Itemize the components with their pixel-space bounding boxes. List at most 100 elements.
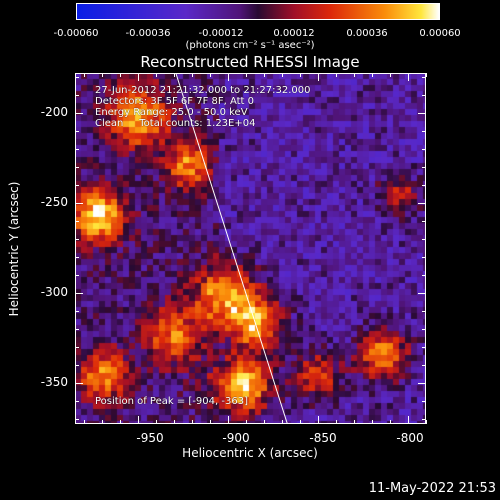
x-tick-mark xyxy=(264,73,265,77)
x-tick-mark xyxy=(300,73,301,77)
y-tick-mark xyxy=(422,131,426,132)
x-tick-mark xyxy=(210,420,211,424)
colorbar-tick-label: -0.00060 xyxy=(53,28,99,39)
y-tick-mark xyxy=(75,311,79,312)
y-tick-mark xyxy=(422,401,426,402)
heatmap-image xyxy=(75,73,426,424)
y-tick-mark xyxy=(422,311,426,312)
x-tick-mark xyxy=(318,416,319,424)
y-tick-label: -350 xyxy=(40,375,68,389)
y-tick-mark xyxy=(418,203,426,204)
y-tick-mark xyxy=(418,113,426,114)
y-tick-mark xyxy=(75,95,79,96)
x-tick-mark xyxy=(372,420,373,424)
x-tick-mark xyxy=(246,420,247,424)
x-tick-mark xyxy=(336,420,337,424)
y-tick-mark xyxy=(422,347,426,348)
y-tick-mark xyxy=(75,221,79,222)
y-tick-mark xyxy=(75,275,79,276)
y-tick-mark xyxy=(422,95,426,96)
x-tick-label: -850 xyxy=(309,431,337,445)
y-tick-mark xyxy=(75,131,79,132)
y-tick-mark xyxy=(75,365,79,366)
x-tick-label: -900 xyxy=(222,431,250,445)
x-tick-mark xyxy=(318,73,319,81)
y-tick-mark xyxy=(75,239,79,240)
y-tick-mark xyxy=(75,149,79,150)
time-range-text: 27-Jun-2012 21:21:32.000 to 21:27:32.000 xyxy=(95,85,311,96)
x-tick-mark xyxy=(156,73,157,77)
y-tick-label: -200 xyxy=(40,105,68,119)
x-tick-mark xyxy=(246,73,247,77)
x-tick-mark xyxy=(174,420,175,424)
colorbar-tick-label: 0.00036 xyxy=(346,28,388,39)
x-tick-mark xyxy=(210,73,211,77)
x-tick-mark xyxy=(354,420,355,424)
x-tick-mark xyxy=(192,420,193,424)
colorbar-units: (photons cm⁻² s⁻¹ asec⁻²) xyxy=(185,40,315,51)
x-tick-mark xyxy=(138,416,139,424)
y-tick-mark xyxy=(75,185,79,186)
y-tick-mark xyxy=(75,203,83,204)
x-tick-label: -800 xyxy=(396,431,424,445)
colorbar-tick-label: 0.00012 xyxy=(273,28,315,39)
y-tick-mark xyxy=(75,401,79,402)
peak-position-text: Position of Peak = [-904, -363] xyxy=(95,396,248,407)
y-tick-mark xyxy=(422,365,426,366)
colorbar-tick-label: 0.00060 xyxy=(419,28,461,39)
x-tick-mark xyxy=(264,420,265,424)
y-tick-mark xyxy=(422,257,426,258)
y-tick-mark xyxy=(75,167,79,168)
y-tick-mark xyxy=(75,347,79,348)
x-tick-mark xyxy=(300,420,301,424)
x-tick-mark xyxy=(408,73,409,81)
y-tick-mark xyxy=(422,149,426,150)
y-tick-mark xyxy=(422,167,426,168)
x-tick-mark xyxy=(102,420,103,424)
x-tick-mark xyxy=(426,420,427,424)
generation-timestamp: 11-May-2022 21:53 xyxy=(368,481,496,496)
x-tick-mark xyxy=(120,73,121,77)
x-tick-mark xyxy=(228,416,229,424)
x-tick-mark xyxy=(282,73,283,77)
y-tick-mark xyxy=(75,329,79,330)
x-tick-mark xyxy=(228,73,229,81)
x-tick-mark xyxy=(426,73,427,77)
colorbar-tick-label: -0.00036 xyxy=(125,28,171,39)
limb-line-overlay xyxy=(175,73,288,424)
colorbar xyxy=(76,3,440,20)
x-tick-mark xyxy=(120,420,121,424)
x-tick-label: -950 xyxy=(136,431,164,445)
detectors-text: Detectors: 3F 5F 6F 7F 8F, Att 0 xyxy=(95,96,255,107)
x-tick-mark xyxy=(408,416,409,424)
x-tick-mark xyxy=(156,420,157,424)
y-tick-mark xyxy=(422,329,426,330)
y-tick-mark xyxy=(75,257,79,258)
y-tick-mark xyxy=(75,419,79,420)
x-tick-mark xyxy=(390,73,391,77)
x-tick-mark xyxy=(138,73,139,81)
x-tick-mark xyxy=(354,73,355,77)
y-tick-label: -300 xyxy=(40,285,68,299)
colorbar-tick-label: -0.00012 xyxy=(198,28,244,39)
x-tick-mark xyxy=(174,73,175,77)
x-tick-mark xyxy=(102,73,103,77)
image-plot-area: 27-Jun-2012 21:21:32.000 to 21:27:32.000… xyxy=(75,73,426,424)
x-tick-mark xyxy=(282,420,283,424)
x-tick-mark xyxy=(336,73,337,77)
y-tick-mark xyxy=(75,113,83,114)
y-tick-mark xyxy=(418,293,426,294)
x-tick-mark xyxy=(84,73,85,77)
energy-range-text: Energy Range: 25.0 - 50.0 keV xyxy=(95,107,248,118)
y-tick-mark xyxy=(75,293,83,294)
method-counts-text: Clean Total counts: 1.23E+04 xyxy=(95,118,256,129)
y-tick-label: -250 xyxy=(40,195,68,209)
x-tick-mark xyxy=(372,73,373,77)
y-tick-mark xyxy=(422,77,426,78)
x-axis-label: Heliocentric X (arcsec) xyxy=(182,446,318,460)
y-tick-mark xyxy=(418,383,426,384)
y-tick-mark xyxy=(422,185,426,186)
y-tick-mark xyxy=(75,77,79,78)
x-tick-mark xyxy=(192,73,193,77)
y-tick-mark xyxy=(422,275,426,276)
